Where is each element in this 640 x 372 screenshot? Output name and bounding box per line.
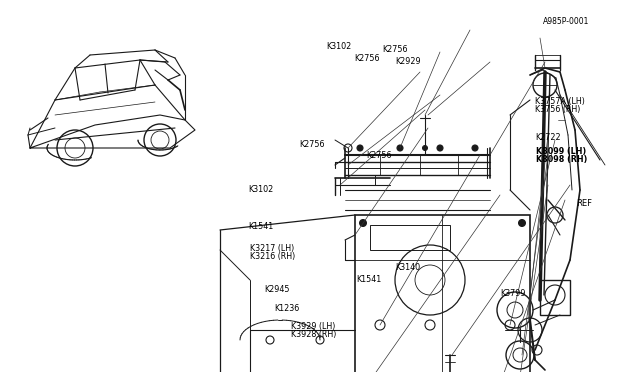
Text: K2756: K2756: [366, 151, 392, 160]
Text: K3799: K3799: [500, 289, 526, 298]
Text: K2945: K2945: [264, 285, 290, 294]
Bar: [355, 215, 530, 372]
Text: K2929: K2929: [396, 57, 421, 66]
Bar: [370, 225, 450, 250]
Text: K3929 (LH): K3929 (LH): [291, 322, 335, 331]
Circle shape: [518, 219, 525, 227]
Text: K3757A (LH): K3757A (LH): [535, 97, 585, 106]
Text: K3928 (RH): K3928 (RH): [291, 330, 337, 339]
Text: REF: REF: [576, 199, 592, 208]
Text: K3102: K3102: [248, 185, 273, 194]
Text: K3217 (LH): K3217 (LH): [250, 244, 294, 253]
Text: A985P-0001: A985P-0001: [543, 17, 589, 26]
Circle shape: [397, 145, 403, 151]
Text: K3102: K3102: [326, 42, 351, 51]
Text: K1236: K1236: [274, 304, 299, 313]
Circle shape: [437, 145, 443, 151]
Circle shape: [422, 145, 428, 151]
Text: K2722: K2722: [535, 133, 561, 142]
Circle shape: [360, 219, 367, 227]
Circle shape: [472, 145, 478, 151]
Text: K3216 (RH): K3216 (RH): [250, 252, 295, 261]
Text: K8098 (RH): K8098 (RH): [536, 155, 588, 164]
Text: K1541: K1541: [356, 275, 381, 284]
Text: K3756 (RH): K3756 (RH): [535, 105, 580, 114]
Bar: [540, 280, 570, 315]
Text: K3140: K3140: [396, 263, 420, 272]
Text: K1541: K1541: [248, 222, 273, 231]
Text: K2756: K2756: [355, 54, 380, 63]
Text: K2756: K2756: [300, 140, 325, 149]
Text: K8099 (LH): K8099 (LH): [536, 147, 587, 156]
Text: K2756: K2756: [383, 45, 408, 54]
Circle shape: [357, 145, 363, 151]
